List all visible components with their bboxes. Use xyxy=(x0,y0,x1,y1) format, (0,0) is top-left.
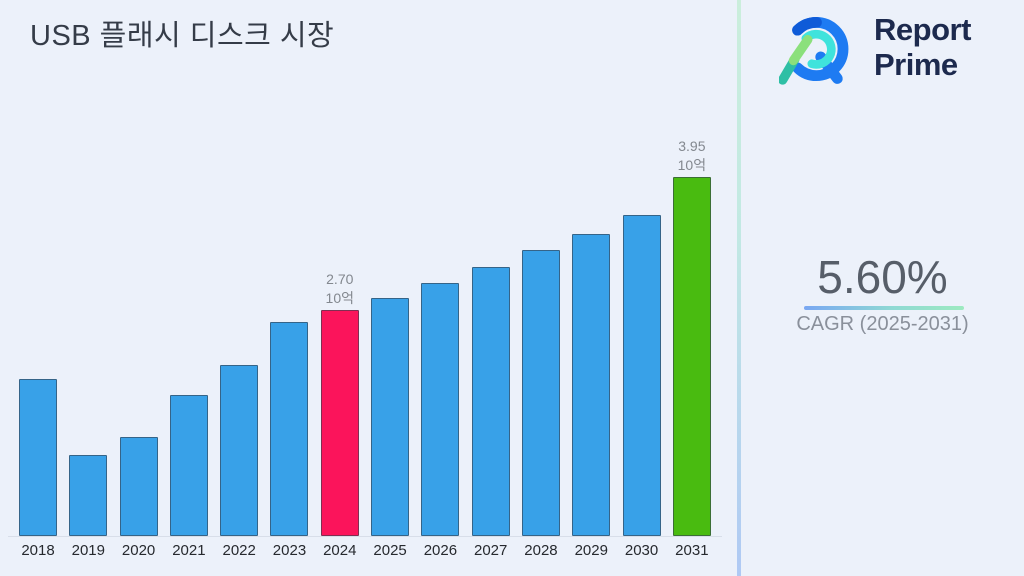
bar-2022 xyxy=(220,365,259,536)
bar-value-unit: 10억 xyxy=(325,290,355,306)
page-title: USB 플래시 디스크 시장 xyxy=(30,20,335,52)
bar-value-label-2031: 3.95 10억 xyxy=(678,137,706,175)
bar-2020 xyxy=(119,437,158,536)
x-tick-2027: 2027 xyxy=(473,542,508,559)
x-tick-2019: 2019 xyxy=(71,542,105,559)
x-tick-2023: 2023 xyxy=(272,542,307,559)
bar-column-2018 xyxy=(19,136,57,536)
bar-column-2024: 2.70 10억 xyxy=(320,136,359,536)
bar-2029 xyxy=(572,234,611,536)
x-tick-2026: 2026 xyxy=(423,542,458,559)
bar-value-unit: 10억 xyxy=(677,157,707,173)
bar-value-label-2024: 2.70 10억 xyxy=(326,270,354,308)
cagr-underline xyxy=(804,306,964,310)
bar-2019 xyxy=(69,455,108,536)
x-tick-2028: 2028 xyxy=(524,542,558,559)
cagr-value: 5.60% xyxy=(817,251,948,303)
bar-column-2021 xyxy=(169,136,208,536)
bar-column-2022 xyxy=(220,136,259,536)
bar-2025 xyxy=(371,298,410,536)
cagr-label: CAGR (2025-2031) xyxy=(796,313,969,335)
vertical-divider xyxy=(737,0,741,576)
bar-2024 xyxy=(320,310,359,536)
bar-2018 xyxy=(19,379,57,536)
bar-column-2029 xyxy=(572,136,611,536)
bar-column-2027 xyxy=(471,136,510,536)
x-tick-2025: 2025 xyxy=(373,542,407,559)
brand-name-line1: Report xyxy=(874,12,971,47)
brand-name-line2: Prime xyxy=(874,47,958,82)
x-axis-labels: 2018 2019 2020 2021 2022 2023 2024 2025 2026 2027… xyxy=(19,542,711,559)
bar-2026 xyxy=(421,283,460,536)
bar-column-2023 xyxy=(270,136,309,536)
x-tick-2024: 2024 xyxy=(323,542,357,559)
bar-2027 xyxy=(471,267,510,536)
bar-value-number: 3.95 xyxy=(678,138,706,154)
bar-column-2020 xyxy=(119,136,158,536)
x-tick-2018: 2018 xyxy=(21,542,55,559)
bar-column-2026 xyxy=(421,136,460,536)
x-tick-2022: 2022 xyxy=(222,542,256,559)
bar-column-2025 xyxy=(371,136,410,536)
x-tick-2020: 2020 xyxy=(121,542,156,559)
bar-2023 xyxy=(270,322,309,536)
report-prime-logo-icon xyxy=(779,16,849,85)
bar-column-2028 xyxy=(521,136,560,536)
x-tick-2030: 2030 xyxy=(624,542,659,559)
bar-2030 xyxy=(622,215,661,536)
brand-name: Report Prime xyxy=(874,12,971,82)
x-tick-2021: 2021 xyxy=(172,542,206,559)
bar-value-number: 2.70 xyxy=(326,271,354,287)
bar-2031 xyxy=(672,177,711,536)
bar-2028 xyxy=(521,250,560,536)
x-tick-2031: 2031 xyxy=(675,542,709,559)
bar-column-2031: 3.95 10억 xyxy=(672,136,711,536)
bar-2021 xyxy=(169,395,208,536)
bar-chart: 2.70 10억 3.95 10억 xyxy=(19,136,711,536)
x-axis-line xyxy=(8,536,722,537)
bar-column-2019 xyxy=(69,136,108,536)
x-tick-2029: 2029 xyxy=(574,542,608,559)
bar-column-2030 xyxy=(622,136,661,536)
